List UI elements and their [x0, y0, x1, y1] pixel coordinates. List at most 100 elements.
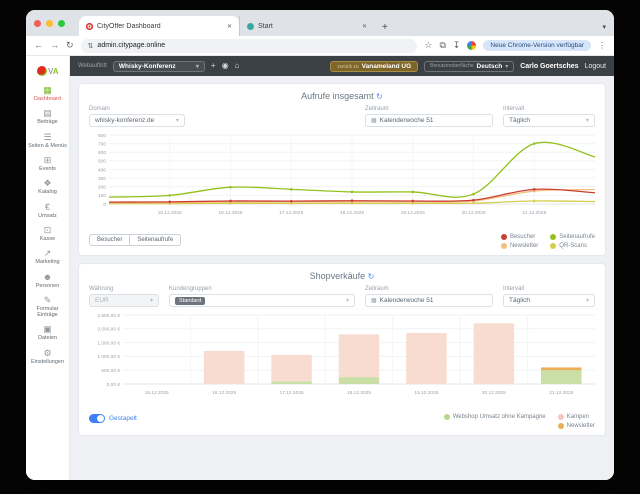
refresh-icon[interactable]: ↻	[367, 272, 375, 281]
gestapelt-toggle-row: Gestapelt	[89, 414, 137, 423]
gestapelt-toggle[interactable]	[89, 414, 105, 423]
tab-start[interactable]: Start ✕	[239, 16, 374, 36]
svg-text:16.12.2025: 16.12.2025	[218, 210, 242, 216]
zeitraum-value: Kalenderwoche 51	[379, 117, 434, 124]
svg-text:15.12.2025: 15.12.2025	[158, 210, 182, 216]
chrome-update-button[interactable]: Neue Chrome-Version verfügbar	[483, 40, 591, 51]
sidebar-item-seiten-men-s[interactable]: ☰ Seiten & Menüs	[26, 129, 69, 152]
zeitraum-label: Zeitraum	[365, 286, 389, 292]
new-tab-button[interactable]: +	[382, 22, 388, 33]
legend-label: Newsletter	[566, 423, 595, 429]
legend-item-newsletter[interactable]: Newsletter	[500, 243, 538, 249]
posts-icon: ▤	[43, 108, 52, 119]
language-value: Deutsch	[476, 62, 503, 70]
address-bar[interactable]: ⇅ admin.citypage.online	[80, 38, 418, 53]
sidebar-item-events[interactable]: ⊞ Events	[26, 152, 69, 175]
site-select[interactable]: Whisky-Konferenz ▾	[112, 60, 205, 72]
sidebar-item-personen[interactable]: ☻ Personen	[26, 269, 69, 292]
tab-strip: CityOffer Dashboard ✕ Start ✕ + ▾	[26, 10, 614, 36]
intervall-select[interactable]: Täglich ▾	[503, 114, 595, 127]
sidebar-item-marketing[interactable]: ↗ Marketing	[26, 245, 69, 268]
svg-text:100: 100	[98, 193, 106, 199]
marketing-chart-icon: ↗	[43, 248, 52, 259]
minimize-window-button[interactable]	[46, 19, 53, 27]
legend-item-kampen[interactable]: Kampen	[557, 414, 589, 420]
svg-text:200: 200	[98, 185, 106, 191]
sidebar-item-beitr-ge[interactable]: ▤ Beiträge	[26, 105, 69, 128]
forward-icon[interactable]: →	[50, 40, 59, 50]
zeitraum-input[interactable]: ▦ Kalenderwoche 51	[365, 294, 493, 307]
chrome-menu-icon[interactable]: ⋮	[598, 41, 606, 50]
zeitraum-input[interactable]: ▦ Kalenderwoche 51	[365, 114, 493, 127]
toolbar-icons: ☆ ⧉ ↧ Neue Chrome-Version verfügbar ⋮	[424, 40, 606, 51]
browser-window: CityOffer Dashboard ✕ Start ✕ + ▾ ← → ↻ …	[26, 10, 614, 480]
download-icon[interactable]: ↧	[452, 40, 461, 50]
save-icon[interactable]: ⧉	[439, 40, 446, 50]
sidebar-item-kasse[interactable]: ⊡ Kasse	[26, 222, 69, 245]
tab-title: Start	[258, 22, 273, 30]
sidebar-item-dateien[interactable]: ▣ Dateien	[26, 321, 69, 344]
sidebar-item-label: Dashboard	[34, 96, 61, 102]
sidebar-item-einstellungen[interactable]: ⚙ Einstellungen	[26, 345, 69, 368]
kundengruppe-chip[interactable]: Standard	[175, 296, 206, 305]
settings-circle-icon[interactable]: ◉	[221, 61, 229, 70]
kundengruppen-select[interactable]: Standard ▾	[169, 294, 355, 307]
legend-dot-icon	[500, 234, 507, 240]
legend-item-seitenaufrufe[interactable]: Seitenaufrufe	[550, 234, 595, 240]
back-to-account-button[interactable]: zurück zu Vanameland UG	[330, 60, 419, 72]
intervall-value: Täglich	[509, 117, 530, 124]
sidebar-item-umsatz[interactable]: € Umsatz	[26, 199, 69, 222]
site-settings-icon[interactable]: ⇅	[87, 42, 94, 50]
besucher-button[interactable]: Besucher	[89, 234, 131, 246]
sidebar-item-label: Marketing	[35, 259, 60, 266]
language-select[interactable]: Benutzeroberfläche Deutsch ▾	[424, 60, 515, 72]
bar-kampen	[271, 355, 312, 382]
logout-button[interactable]: Logout	[584, 62, 606, 70]
legend-item-webshop-umsatz-ohne-kampagne[interactable]: Webshop Umsatz ohne Kampagne	[443, 414, 546, 420]
profile-avatar[interactable]	[467, 41, 477, 50]
bookmark-star-icon[interactable]: ☆	[424, 40, 433, 50]
calendar-icon: ▦	[371, 118, 377, 124]
pages-menus-icon: ☰	[43, 131, 52, 142]
domain-value: whisky-konferenz.de	[95, 117, 155, 124]
zoom-window-button[interactable]	[58, 19, 65, 27]
waehrung-select[interactable]: EUR ▾	[89, 294, 159, 307]
domain-select[interactable]: whisky-konferenz.de ▾	[89, 114, 185, 127]
tab-search-chevron-icon[interactable]: ▾	[602, 24, 606, 31]
series-seitenaufrufe	[108, 141, 596, 198]
refresh-icon[interactable]: ↻	[376, 92, 383, 101]
tab-close-icon[interactable]: ✕	[361, 23, 367, 30]
seitenaufrufe-button[interactable]: Seitenaufrufe	[130, 234, 182, 246]
panel-aufrufe-insgesamt: Aufrufe insgesamt ↻ Domain whisky-konfer…	[78, 83, 606, 256]
tab-title: CityOffer Dashboard	[97, 22, 161, 30]
back-icon[interactable]: ←	[34, 40, 43, 50]
svg-text:400: 400	[98, 167, 106, 173]
tab-close-icon[interactable]: ✕	[226, 23, 232, 30]
sidebar-item-label: Katalog	[38, 189, 57, 196]
user-name[interactable]: Carlo Goertsches	[520, 62, 579, 70]
legend-item-besucher[interactable]: Besucher	[500, 234, 535, 240]
svg-text:17.12.2025: 17.12.2025	[280, 390, 304, 396]
intervall-select[interactable]: Täglich ▾	[503, 294, 595, 307]
close-window-button[interactable]	[34, 19, 41, 27]
sidebar-item-dashboard[interactable]: ▦ Dashboard	[26, 82, 69, 105]
legend-dot-icon	[550, 234, 557, 240]
legend-dot-icon	[557, 423, 564, 429]
reload-icon[interactable]: ↻	[66, 40, 74, 50]
sidebar-item-formular-eintr-ge[interactable]: ✎ Formular Einträge	[26, 292, 69, 322]
home-icon[interactable]: ⌂	[234, 61, 240, 70]
legend-item-newsletter[interactable]: Newsletter	[557, 423, 595, 429]
app-logo[interactable]: VA	[36, 56, 59, 82]
tab-cityoffer-dashboard[interactable]: CityOffer Dashboard ✕	[79, 16, 239, 36]
legend-label: Seitenaufrufe	[559, 234, 595, 240]
gestapelt-label: Gestapelt	[109, 415, 137, 422]
panel-controls: Währung EUR ▾ Kundengruppen Standard ▾	[89, 286, 595, 307]
svg-text:18.12.2025: 18.12.2025	[340, 210, 364, 216]
add-website-button[interactable]: +	[210, 61, 216, 70]
chevron-down-icon: ▾	[175, 118, 179, 124]
panel-title: Shopverkäufe ↻	[89, 271, 595, 281]
legend-dot-icon	[557, 414, 564, 420]
waehrung-value: EUR	[95, 297, 109, 304]
legend-item-qr-scans[interactable]: QR-Scans	[550, 243, 587, 249]
sidebar-item-katalog[interactable]: ❖ Katalog	[26, 175, 69, 198]
